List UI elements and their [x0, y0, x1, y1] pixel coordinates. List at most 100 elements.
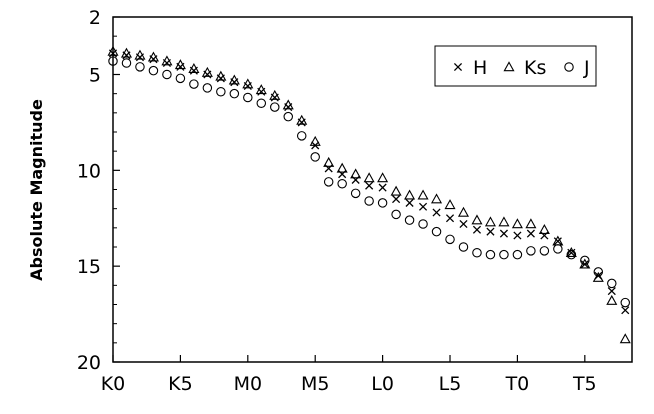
- legend-marker-j: [564, 62, 574, 72]
- y-tick-label: 5: [89, 65, 101, 87]
- point-j: [135, 62, 145, 72]
- point-h: [405, 198, 414, 207]
- point-ks: [417, 189, 429, 200]
- x-tick-label: M0: [234, 373, 262, 395]
- point-ks: [282, 99, 294, 110]
- point-ks: [498, 216, 510, 227]
- point-ks: [242, 78, 254, 89]
- point-h: [459, 219, 468, 229]
- point-j: [189, 79, 199, 89]
- point-j: [202, 83, 213, 93]
- x-tick-label: L0: [371, 373, 394, 395]
- point-j: [148, 65, 159, 76]
- point-h: [526, 229, 535, 238]
- point-j: [256, 98, 267, 109]
- legend-label-h: H: [473, 57, 487, 79]
- point-ks: [228, 74, 240, 85]
- point-ks: [619, 333, 631, 344]
- point-j: [431, 226, 442, 237]
- point-h: [567, 248, 576, 257]
- point-ks: [430, 193, 443, 204]
- point-ks: [363, 172, 375, 183]
- point-j: [323, 177, 334, 187]
- legend-marker-h: [453, 62, 463, 72]
- point-j: [270, 102, 280, 112]
- point-j: [445, 234, 455, 245]
- point-ks: [188, 63, 200, 73]
- x-tick-label: K0: [101, 373, 126, 395]
- point-ks: [592, 271, 604, 282]
- point-ks: [255, 84, 267, 95]
- point-j: [418, 219, 428, 229]
- point-j: [310, 152, 320, 162]
- point-j: [485, 249, 496, 260]
- y-tick-label: 15: [77, 256, 101, 278]
- point-ks: [457, 206, 470, 217]
- point-j: [539, 246, 550, 256]
- point-j: [526, 246, 536, 256]
- point-j: [472, 248, 482, 258]
- point-h: [513, 231, 522, 240]
- point-ks: [336, 162, 348, 173]
- point-ks: [606, 294, 618, 305]
- point-ks: [201, 66, 213, 77]
- point-h: [445, 214, 455, 223]
- point-ks: [471, 214, 483, 225]
- point-j: [391, 209, 401, 220]
- point-j: [512, 249, 523, 260]
- point-j: [377, 198, 388, 208]
- point-h: [607, 287, 616, 296]
- point-h: [365, 181, 374, 190]
- point-j: [243, 92, 253, 103]
- y-tick-label: 10: [77, 160, 101, 182]
- point-ks: [525, 218, 537, 229]
- point-ks: [147, 51, 159, 62]
- point-ks: [377, 172, 389, 183]
- point-ks: [161, 55, 173, 66]
- point-h: [472, 225, 482, 234]
- point-ks: [215, 70, 227, 81]
- legend-box: [434, 45, 597, 87]
- point-ks: [511, 218, 523, 229]
- y-tick-label: 2: [89, 7, 101, 29]
- point-ks: [323, 156, 335, 167]
- x-tick-label: K5: [168, 373, 193, 395]
- point-j: [458, 242, 469, 252]
- point-j: [216, 87, 226, 97]
- point-ks: [538, 224, 550, 234]
- point-j: [553, 244, 563, 254]
- legend-marker-ks: [503, 61, 515, 72]
- point-j: [566, 249, 577, 260]
- point-ks: [120, 47, 133, 58]
- point-j: [337, 179, 347, 189]
- point-h: [418, 202, 428, 211]
- x-tick-label: T0: [505, 373, 530, 395]
- legend-label-j: J: [583, 57, 590, 79]
- point-j: [229, 88, 240, 99]
- point-j: [620, 297, 631, 308]
- point-ks: [404, 189, 416, 200]
- point-h: [621, 306, 630, 315]
- plot-frame: [112, 16, 633, 363]
- point-h: [486, 227, 495, 236]
- y-tick-label: 20: [77, 352, 101, 374]
- point-j: [499, 249, 509, 260]
- point-ks: [444, 199, 456, 210]
- x-tick-label: T5: [572, 373, 597, 395]
- point-ks: [269, 89, 281, 100]
- point-j: [121, 58, 132, 68]
- point-j: [580, 255, 590, 266]
- point-j: [607, 278, 617, 289]
- point-j: [364, 196, 374, 206]
- point-j: [593, 267, 604, 277]
- point-ks: [174, 59, 186, 70]
- point-j: [175, 73, 186, 84]
- legend: H Ks J: [434, 45, 597, 87]
- x-tick-label: L5: [439, 373, 462, 395]
- point-h: [499, 229, 508, 238]
- point-h: [378, 183, 387, 192]
- point-h: [392, 195, 401, 204]
- x-ticks: K0 K5 M0 M5 L0 L5 T0 T5: [101, 355, 597, 395]
- point-ks: [390, 185, 402, 196]
